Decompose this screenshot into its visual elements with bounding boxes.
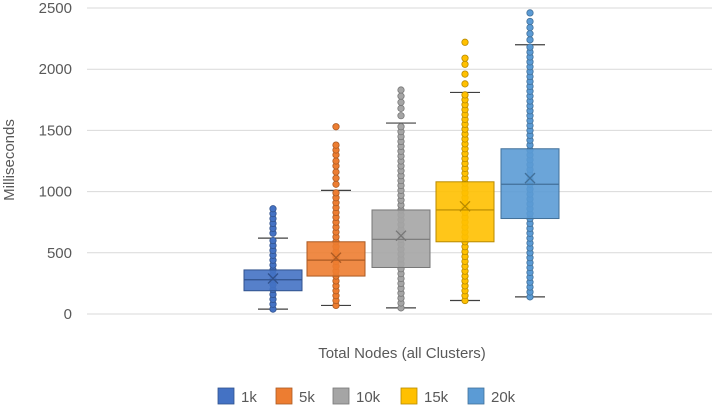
y-axis-title: Milliseconds	[1, 119, 18, 201]
outlier-point	[461, 70, 469, 78]
outlier-point	[332, 157, 340, 165]
mean-marker	[459, 200, 471, 212]
outlier-point	[397, 98, 405, 106]
mean-marker	[395, 230, 407, 242]
legend-label: 5k	[299, 389, 315, 406]
legend-label: 15k	[424, 389, 449, 406]
legend-swatch	[275, 387, 293, 405]
outlier-point	[461, 54, 469, 62]
legend-swatch	[217, 387, 235, 405]
box-iqr	[306, 241, 366, 277]
outlier-point	[397, 92, 405, 100]
data-point	[269, 236, 277, 245]
data-point	[332, 189, 340, 197]
outlier-point	[461, 38, 469, 46]
outlier-point	[526, 23, 534, 32]
outlier-point	[461, 80, 469, 88]
legend-label: 1k	[241, 389, 257, 406]
mean-marker	[524, 172, 536, 184]
legend-swatch	[467, 387, 485, 405]
box-iqr	[371, 209, 431, 268]
legend-swatch	[400, 387, 418, 405]
outlier-point	[397, 104, 405, 112]
outlier-point	[332, 141, 340, 149]
box-iqr	[500, 148, 560, 220]
mean-marker	[330, 252, 342, 264]
outlier-point	[397, 112, 405, 120]
outlier-point	[461, 60, 469, 68]
y-tick-label: 1000	[39, 184, 72, 201]
legend-swatch	[332, 387, 350, 405]
outlier-point	[526, 36, 534, 44]
legend: 1k 5k 10k 15k 20k	[217, 387, 516, 406]
data-point	[526, 43, 534, 51]
outlier-point	[332, 168, 340, 176]
outlier-point	[526, 17, 534, 26]
y-tick-label: 2500	[39, 0, 72, 17]
legend-label: 10k	[356, 389, 381, 406]
y-tick-label: 0	[64, 306, 72, 323]
y-tick-label: 1500	[39, 122, 72, 139]
x-axis-title: Total Nodes (all Clusters)	[318, 345, 486, 362]
data-point	[461, 91, 469, 99]
y-tick-label: 500	[47, 245, 72, 262]
boxes	[243, 148, 560, 292]
legend-label: 20k	[491, 389, 516, 406]
outlier-point	[332, 123, 340, 131]
outlier-point	[526, 30, 534, 38]
outlier-point	[332, 174, 340, 182]
box-iqr	[243, 269, 303, 292]
y-axis-tick-labels: 0 500 1000 1500 2000 2500	[39, 0, 72, 323]
y-tick-label: 2000	[39, 61, 72, 78]
data-point	[397, 123, 405, 131]
outlier-point	[269, 205, 277, 213]
outlier-point	[397, 86, 405, 94]
outlier-point	[332, 180, 340, 188]
box-iqr	[435, 181, 495, 243]
mean-marker	[267, 273, 279, 284]
outlier-point	[526, 9, 534, 17]
